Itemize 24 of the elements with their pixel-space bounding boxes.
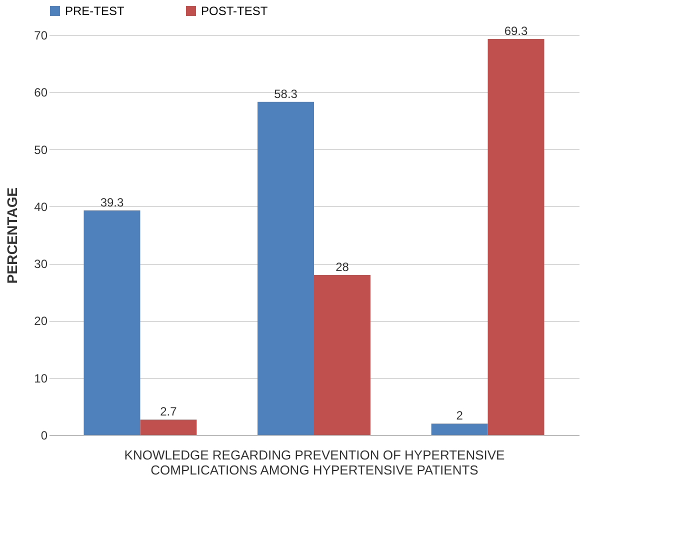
bar bbox=[140, 420, 197, 435]
data-label: 58.3 bbox=[274, 86, 298, 101]
data-label: 2.7 bbox=[160, 404, 178, 419]
data-label: 2 bbox=[456, 408, 464, 423]
y-tick-label: 0 bbox=[40, 428, 48, 442]
y-tick-label: 30 bbox=[34, 257, 48, 272]
data-label: 28 bbox=[336, 260, 350, 274]
y-tick-label: 10 bbox=[34, 371, 48, 386]
bar bbox=[84, 210, 140, 435]
y-tick-label: 50 bbox=[34, 142, 48, 157]
legend-label: PRE-TEST bbox=[65, 4, 126, 18]
y-tick-label: 60 bbox=[34, 86, 48, 100]
y-tick-label: 40 bbox=[34, 200, 48, 214]
bar bbox=[314, 275, 370, 435]
bar bbox=[488, 39, 544, 435]
legend-label: POST-TEST bbox=[201, 4, 268, 18]
y-tick-label: 70 bbox=[34, 28, 48, 42]
bar bbox=[258, 102, 314, 435]
y-tick-label: 20 bbox=[34, 314, 48, 328]
bar bbox=[431, 424, 488, 435]
data-label: 69.3 bbox=[504, 24, 528, 38]
x-axis-title: KNOWLEDGE REGARDING PREVENTION OF HYPERTENSIVE COMPLICATIONS AMONG HYPERTENSIVE PATIENTS bbox=[124, 448, 506, 478]
data-label: 39.3 bbox=[100, 195, 124, 210]
y-axis-title: PERCENTAGE bbox=[4, 187, 20, 284]
